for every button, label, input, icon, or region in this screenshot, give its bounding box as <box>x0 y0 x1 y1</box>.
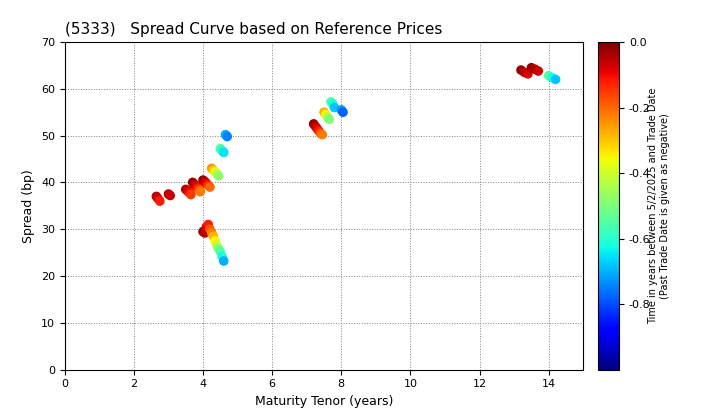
Point <box>218 149 230 156</box>
Point <box>320 111 331 118</box>
Point <box>199 178 210 185</box>
Point <box>313 128 325 134</box>
Point <box>190 183 202 189</box>
Point <box>207 167 219 173</box>
Point <box>180 186 192 193</box>
Point <box>201 180 212 187</box>
Point <box>192 185 204 192</box>
Point <box>210 169 221 176</box>
Point <box>529 66 541 73</box>
Point <box>211 171 222 177</box>
Point <box>526 64 537 71</box>
Y-axis label: Spread (bp): Spread (bp) <box>22 169 35 243</box>
Point <box>210 238 221 244</box>
Point <box>215 248 226 255</box>
Point <box>543 72 554 79</box>
Point <box>213 173 225 179</box>
Point <box>211 242 222 249</box>
Point <box>311 125 323 132</box>
Point <box>202 221 214 228</box>
Point <box>197 177 209 184</box>
Point <box>308 121 320 127</box>
Point <box>206 230 217 236</box>
Point <box>216 253 228 260</box>
Point <box>327 100 338 107</box>
Point <box>163 191 174 197</box>
Point <box>325 99 337 105</box>
Point <box>522 71 534 77</box>
Point <box>197 228 209 235</box>
Point <box>516 67 527 74</box>
Y-axis label: Time in years between 5/2/2025 and Trade Date
(Past Trade Date is given as negat: Time in years between 5/2/2025 and Trade… <box>648 88 670 324</box>
Point <box>204 184 216 190</box>
Point <box>199 230 210 236</box>
Point <box>533 68 544 74</box>
Point <box>215 145 226 152</box>
Point <box>207 233 219 239</box>
Point <box>187 179 199 186</box>
Point <box>154 198 166 205</box>
Point <box>337 109 348 116</box>
Point <box>201 223 212 230</box>
Point <box>318 109 330 116</box>
Point <box>315 130 326 136</box>
Point <box>216 147 228 154</box>
Point <box>336 107 347 113</box>
Point <box>317 131 328 138</box>
Point <box>213 246 225 252</box>
Point <box>310 123 321 130</box>
Point <box>323 116 335 123</box>
Point <box>202 182 214 189</box>
Point <box>218 257 230 264</box>
Point <box>206 165 217 172</box>
Point <box>546 74 558 81</box>
Text: (5333)   Spread Curve based on Reference Prices: (5333) Spread Curve based on Reference P… <box>65 22 442 37</box>
Point <box>328 104 340 111</box>
Point <box>150 193 162 200</box>
X-axis label: Maturity Tenor (years): Maturity Tenor (years) <box>255 395 393 408</box>
Point <box>185 191 197 198</box>
Point <box>322 113 333 120</box>
Point <box>204 226 216 233</box>
Point <box>189 181 200 188</box>
Point <box>153 195 164 202</box>
Point <box>222 133 233 140</box>
Point <box>518 69 530 76</box>
Point <box>181 187 193 194</box>
Point <box>194 189 206 195</box>
Point <box>184 189 195 196</box>
Point <box>550 76 562 83</box>
Point <box>220 131 231 138</box>
Point <box>194 186 205 193</box>
Point <box>164 192 176 199</box>
